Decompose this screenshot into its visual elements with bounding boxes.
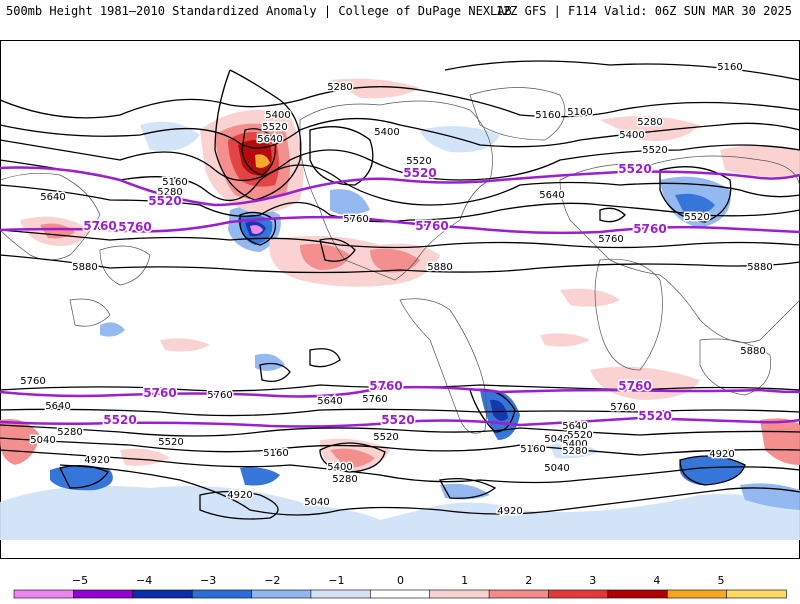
- contour-label: 5040: [30, 435, 55, 446]
- contour-label: 5160: [535, 110, 560, 121]
- colorbar-tick-label: 5: [718, 574, 725, 587]
- reference-contour-label: 5760: [618, 379, 651, 393]
- colorbar-tick-label: −4: [136, 574, 152, 587]
- map-border: [0, 40, 800, 559]
- contour-label: 5520: [567, 430, 592, 441]
- reference-contour-label: 5760: [118, 220, 151, 234]
- contour-label: 4920: [497, 506, 522, 517]
- color-swatch: [607, 589, 669, 599]
- color-swatch: [666, 589, 728, 599]
- reference-contours: [0, 166, 800, 428]
- colorbar-tick-label: 3: [589, 574, 596, 587]
- color-swatch: [251, 589, 312, 599]
- contour-label: 5880: [747, 262, 772, 273]
- height-contours: [0, 60, 800, 520]
- contour-label: 5520: [406, 156, 431, 167]
- reference-contour-label: 5760: [415, 219, 448, 233]
- contour-label: 5640: [45, 401, 70, 412]
- contour-label: 5640: [317, 396, 342, 407]
- contour-label: 5640: [539, 190, 564, 201]
- colorbar-tick-label: −3: [200, 574, 216, 587]
- contour-label: 5280: [157, 187, 182, 198]
- contour-label: 5760: [207, 390, 232, 401]
- contour-label: 5760: [598, 234, 623, 245]
- contour-label: 5640: [40, 192, 65, 203]
- reference-contour-label: 5760: [633, 222, 666, 236]
- contour-label: 5400: [374, 127, 399, 138]
- reference-contour-label: 5760: [83, 219, 116, 233]
- contour-label: 4920: [227, 490, 252, 501]
- contour-label: 5160: [567, 107, 592, 118]
- contour-label: 5760: [610, 402, 635, 413]
- contour-label: 5280: [57, 427, 82, 438]
- colorbar-tick-label: 0: [397, 574, 404, 587]
- contour-label: 5760: [362, 394, 387, 405]
- contour-label: 4920: [709, 449, 734, 460]
- color-swatch: [132, 589, 193, 599]
- color-swatch: [370, 589, 431, 599]
- color-swatch: [548, 589, 609, 599]
- contour-label: 5880: [427, 262, 452, 273]
- reference-contour-label: 5520: [103, 413, 136, 427]
- contour-label: 5520: [262, 122, 287, 133]
- contour-label: 5040: [544, 463, 569, 474]
- contour-label: 5520: [642, 145, 667, 156]
- contour-label: 5640: [257, 134, 282, 145]
- contour-label: 5160: [162, 177, 187, 188]
- map-title: 500mb Height 1981–2010 Standardized Anom…: [6, 4, 512, 18]
- contour-label: 5760: [20, 376, 45, 387]
- contour-label: 5280: [562, 446, 587, 457]
- contour-label: 4920: [84, 455, 109, 466]
- colorbar-tick-label: −1: [328, 574, 344, 587]
- anomaly-shading: [0, 78, 800, 540]
- color-swatch: [191, 589, 253, 599]
- color-swatch: [13, 589, 75, 599]
- contour-label: 5520: [158, 437, 183, 448]
- contour-label: 5280: [327, 82, 352, 93]
- model-run-label: 12Z GFS | F114 Valid: 06Z SUN MAR 30 202…: [495, 4, 792, 18]
- contour-label: 5400: [619, 130, 644, 141]
- reference-contour-label: 5760: [369, 379, 402, 393]
- reference-contour-label: 5760: [143, 386, 176, 400]
- contour-label: 5880: [72, 262, 97, 273]
- reference-contour-label: 5520: [618, 162, 651, 176]
- anomaly-map: 5160 5160 5160 5160 5280 5280 5280 5400 5400 5400…: [0, 40, 800, 559]
- contour-label: 5160: [263, 448, 288, 459]
- contour-label: 5040: [544, 434, 569, 445]
- reference-contour-label: 5520: [403, 166, 436, 180]
- colorbar-tick-label: −5: [72, 574, 88, 587]
- contour-label: 5520: [373, 432, 398, 443]
- reference-contour-label: 5520: [638, 409, 671, 423]
- contour-label: 5760: [84, 222, 109, 233]
- coastlines: [0, 87, 800, 434]
- reference-contour-label: 5520: [148, 194, 181, 208]
- contour-label: 5880: [740, 346, 765, 357]
- contour-label: 5160: [717, 62, 742, 73]
- colorbar-tick-label: −2: [264, 574, 280, 587]
- contour-label: 5400: [562, 439, 587, 450]
- contour-label: 5520: [684, 212, 709, 223]
- color-swatch: [310, 589, 372, 599]
- color-swatch: [726, 589, 787, 599]
- contour-label: 5760: [343, 214, 368, 225]
- contour-label: 5280: [637, 117, 662, 128]
- contour-label: 5280: [332, 474, 357, 485]
- colorbar-tick-label: 1: [461, 574, 468, 587]
- color-swatch: [429, 589, 490, 599]
- contour-label: 5040: [304, 497, 329, 508]
- colorbar-tick-label: 2: [525, 574, 532, 587]
- contour-label: 5640: [562, 421, 587, 432]
- contour-label: 5160: [520, 444, 545, 455]
- colorbar-tick-label: 4: [653, 574, 660, 587]
- contour-label: 5400: [327, 462, 352, 473]
- color-swatch: [73, 589, 134, 599]
- color-swatch: [488, 589, 550, 599]
- reference-contour-label: 5520: [381, 413, 414, 427]
- color-scale: −5 −4 −3 −2 −1 0 1 2 3 4 5: [0, 568, 800, 600]
- contour-label: 5400: [265, 110, 290, 121]
